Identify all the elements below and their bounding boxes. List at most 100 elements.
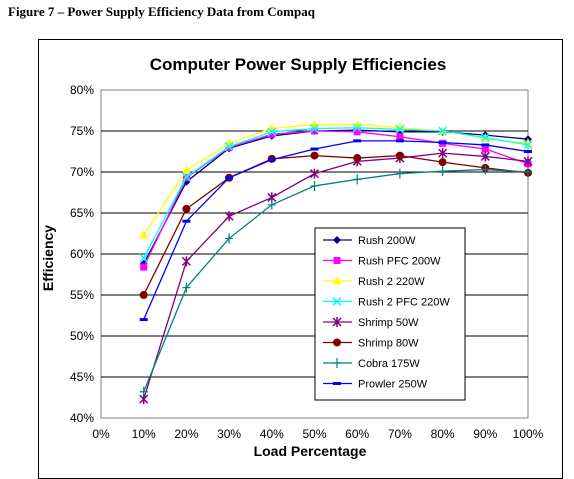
legend-label: Cobra 175W: [358, 358, 420, 370]
legend-label: Rush 2 220W: [358, 276, 425, 288]
data-point: [333, 382, 341, 385]
data-point: [524, 150, 532, 153]
data-point: [396, 133, 404, 141]
y-tick-label: 75%: [70, 124, 94, 138]
data-point: [353, 154, 362, 163]
legend-item: Prowler 250W: [323, 379, 428, 391]
series-group: [139, 119, 533, 405]
data-point: [309, 124, 320, 134]
data-point: [438, 126, 448, 136]
data-point: [182, 204, 191, 213]
x-tick-label: 90%: [473, 427, 497, 441]
data-point: [140, 263, 148, 271]
data-point: [481, 145, 489, 153]
data-point: [352, 123, 362, 133]
figure-caption: Figure 7 – Power Supply Efficiency Data …: [8, 4, 315, 19]
data-point: [395, 168, 404, 179]
legend-label: Rush 200W: [358, 235, 416, 247]
data-point: [267, 199, 276, 210]
x-tick-label: 20%: [174, 427, 198, 441]
legend-item: Shrimp 80W: [323, 338, 419, 350]
legend-item: Shrimp 50W: [323, 317, 419, 329]
y-tick-label: 80%: [70, 83, 94, 97]
data-point: [395, 139, 404, 143]
data-point: [310, 180, 319, 191]
data-point: [139, 253, 149, 263]
data-point: [224, 211, 234, 222]
y-tick-label: 70%: [70, 165, 94, 179]
series-line: [143, 140, 529, 320]
legend-item: Cobra 175W: [323, 358, 420, 370]
data-point: [353, 174, 362, 185]
x-tick-label: 50%: [302, 427, 326, 441]
data-point: [309, 168, 320, 179]
data-point: [332, 317, 342, 327]
legend-item: Rush 2 PFC 220W: [323, 297, 450, 309]
data-point: [181, 256, 191, 267]
y-tick-label: 50%: [70, 329, 94, 343]
series-line: [143, 129, 529, 265]
data-point: [481, 143, 490, 147]
data-point: [332, 276, 342, 285]
data-point: [524, 167, 532, 177]
legend-box: [314, 227, 466, 401]
data-point: [268, 130, 276, 138]
series-prowler-250w: [139, 139, 532, 322]
data-point: [182, 219, 191, 223]
y-tick-label: 45%: [70, 370, 94, 384]
legend-label: Shrimp 80W: [358, 338, 419, 350]
x-tick-label: 0%: [92, 427, 110, 441]
data-point: [395, 124, 405, 134]
y-axis-label: Efficiency: [40, 225, 56, 291]
data-point: [481, 164, 490, 175]
data-point: [333, 338, 341, 347]
y-tick-label: 60%: [70, 247, 94, 261]
series-line: [143, 168, 529, 393]
series-line: [143, 152, 529, 400]
legend-item: Rush PFC 200W: [323, 256, 441, 268]
data-point: [480, 151, 490, 162]
data-point: [333, 257, 341, 264]
data-point: [310, 151, 319, 160]
legend-label: Shrimp 50W: [358, 317, 419, 329]
legend-label: Rush 2 PFC 220W: [358, 297, 450, 309]
data-point: [311, 127, 318, 135]
data-point: [225, 233, 234, 244]
data-point: [438, 148, 448, 159]
data-point: [139, 291, 148, 299]
data-point: [181, 165, 191, 174]
series-rush-2-pfc-220w: [139, 123, 533, 263]
legend-label: Prowler 250W: [358, 379, 428, 391]
x-tick-label: 10%: [132, 427, 156, 441]
x-tick-label: 70%: [388, 427, 412, 441]
y-tick-label: 55%: [70, 288, 94, 302]
data-point: [523, 140, 533, 150]
legend-label: Rush PFC 200W: [358, 256, 441, 268]
data-point: [333, 236, 341, 244]
y-tick-label: 65%: [70, 206, 94, 220]
x-axis-label: Load Percentage: [254, 443, 367, 459]
data-point: [310, 147, 319, 151]
x-tick-label: 100%: [513, 427, 544, 441]
data-point: [224, 142, 234, 152]
x-tick-label: 60%: [345, 427, 369, 441]
data-point: [395, 151, 404, 160]
series-line: [143, 130, 529, 268]
data-point: [333, 358, 341, 368]
data-point: [438, 158, 447, 167]
y-tick-label: 40%: [70, 411, 94, 425]
data-point: [139, 230, 149, 239]
data-point: [353, 139, 362, 143]
data-point: [267, 158, 276, 162]
data-point: [353, 128, 361, 136]
series-line: [143, 127, 529, 259]
data-point: [523, 156, 533, 167]
data-point: [182, 282, 191, 293]
legend-item: Rush 200W: [323, 235, 416, 247]
legend-item: Rush 2 220W: [323, 276, 425, 288]
series-shrimp-80w: [139, 151, 532, 299]
data-point: [438, 166, 447, 177]
data-point: [480, 133, 490, 143]
x-axis-ticks: 0% 10% 20% 30% 40% 50% 60% 70% 80% 90% 100%: [92, 427, 543, 441]
